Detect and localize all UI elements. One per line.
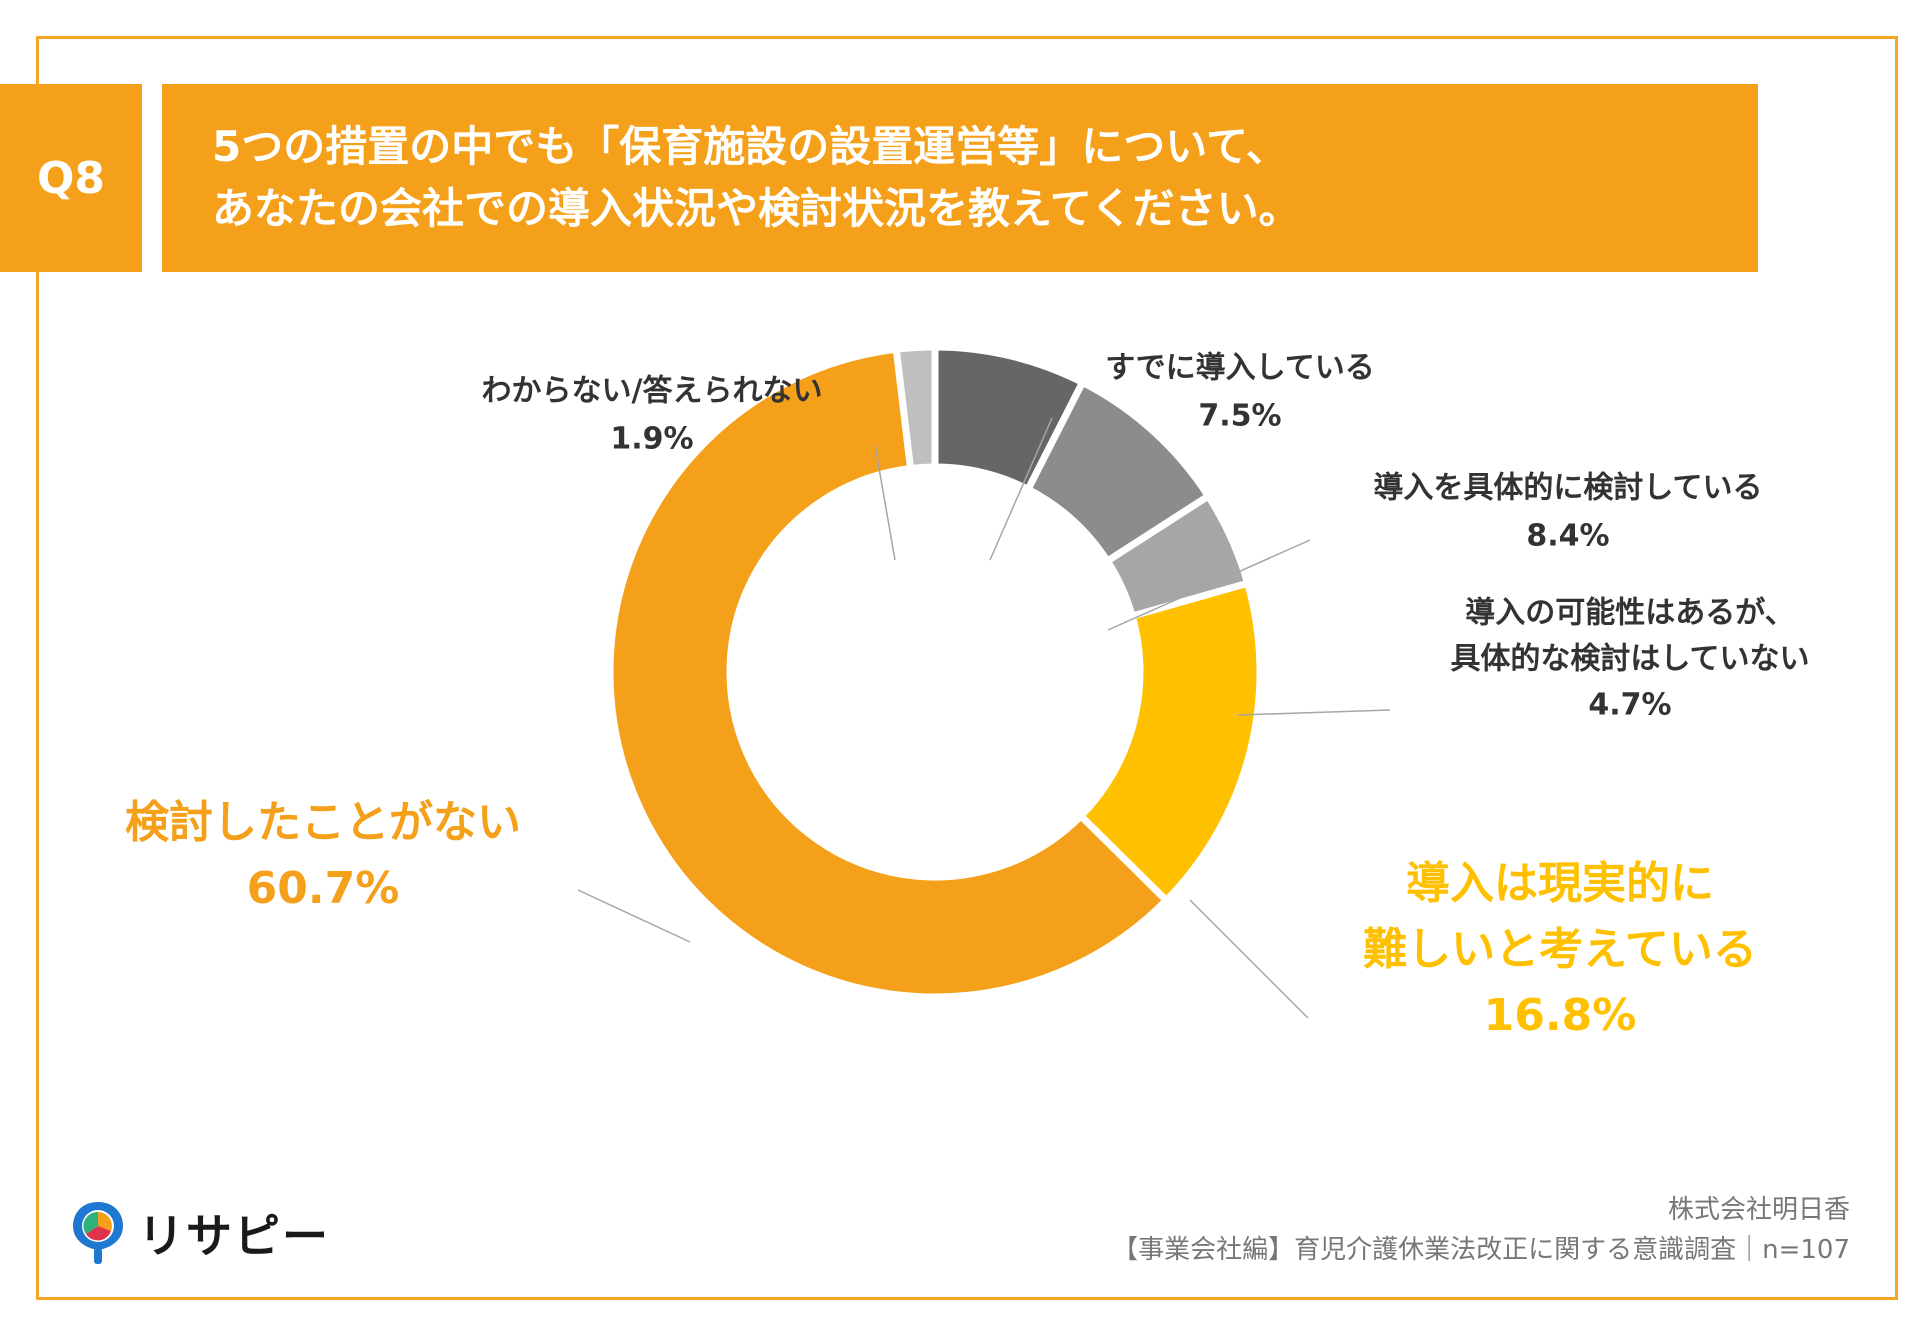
leader-line-0 bbox=[989, 417, 1053, 561]
donut-slice-4 bbox=[606, 345, 1172, 1001]
question-number-badge: Q8 bbox=[0, 84, 142, 272]
leader-line-2 bbox=[1237, 709, 1391, 716]
slice-value-label-5: 1.9% bbox=[610, 422, 693, 457]
slice-category-label-5: わからない/答えられない bbox=[482, 374, 823, 409]
slice-category-label-4: 検討したことがない bbox=[125, 797, 521, 848]
leader-line-1 bbox=[1107, 539, 1311, 631]
question-line-2: あなたの会社での導入状況や検討状況を教えてください。 bbox=[212, 184, 1301, 233]
slice-category-label-3: 難しいと考えている bbox=[1363, 924, 1757, 975]
slice-category-label-3: 導入は現実的に bbox=[1406, 858, 1714, 909]
leader-line-4 bbox=[577, 889, 691, 943]
risapy-logo: リサピー bbox=[68, 1198, 330, 1268]
slice-value-label-1: 8.4% bbox=[1526, 519, 1609, 554]
slice-category-label-1: 導入を具体的に検討している bbox=[1373, 471, 1762, 506]
source-footer: 株式会社明日香 【事業会社編】育児介護休業法改正に関する意識調査｜n=107 bbox=[1112, 1190, 1850, 1270]
slice-value-label-4: 60.7% bbox=[247, 863, 400, 914]
outer-frame bbox=[36, 36, 1898, 1300]
logo-text: リサピー bbox=[138, 1209, 330, 1263]
question-line-1: 5つの措置の中でも「保育施設の設置運営等」について、 bbox=[212, 122, 1288, 171]
slice-value-label-0: 7.5% bbox=[1198, 399, 1281, 434]
slice-value-label-3: 16.8% bbox=[1484, 990, 1637, 1041]
slice-value-label-2: 4.7% bbox=[1588, 688, 1671, 723]
slice-category-label-0: すでに導入している bbox=[1105, 351, 1374, 386]
slice-category-label-2: 導入の可能性はあるが、 bbox=[1465, 596, 1794, 631]
question-number: Q8 bbox=[36, 152, 106, 204]
logo-pin-icon bbox=[73, 1202, 123, 1264]
survey-name: 【事業会社編】育児介護休業法改正に関する意識調査｜n=107 bbox=[1112, 1235, 1850, 1265]
leader-line-3 bbox=[1189, 899, 1309, 1019]
donut-slice-5 bbox=[892, 343, 939, 473]
question-banner: 5つの措置の中でも「保育施設の設置運営等」について、 あなたの会社での導入状況や… bbox=[162, 84, 1758, 272]
company-name: 株式会社明日香 bbox=[1667, 1195, 1850, 1225]
slice-category-label-2: 具体的な検討はしていない bbox=[1450, 642, 1809, 677]
leader-line-5 bbox=[874, 444, 896, 561]
